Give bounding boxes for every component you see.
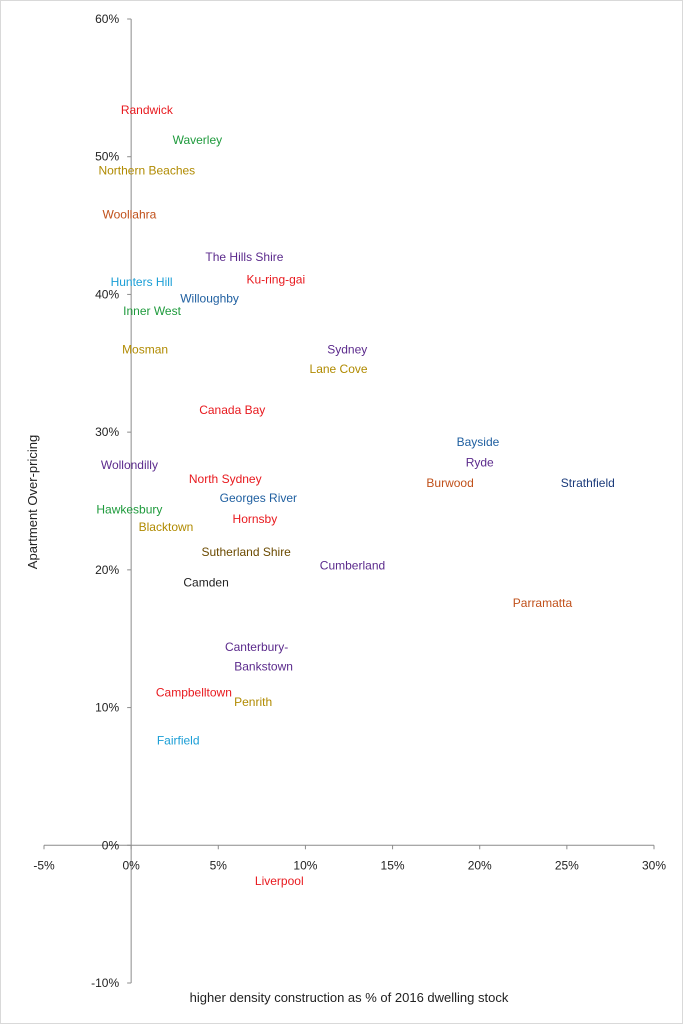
data-point-label: Randwick	[121, 103, 174, 117]
data-point-label: Sydney	[327, 343, 367, 357]
data-point-label: Hunters Hill	[111, 275, 173, 289]
data-point-label: Canada Bay	[199, 403, 265, 417]
data-point-label: Camden	[183, 575, 228, 589]
data-point-label: The Hills Shire	[205, 250, 283, 264]
data-point-label: Bankstown	[234, 659, 293, 673]
y-tick-label: 40%	[95, 287, 119, 301]
data-point-label: Bayside	[457, 435, 500, 449]
x-tick-label: 10%	[293, 858, 317, 872]
y-axis-title: Apartment Over-pricing	[25, 435, 40, 569]
data-point-label: Strathfield	[561, 476, 615, 490]
y-tick-label: 60%	[95, 12, 119, 26]
data-point-label: Waverley	[173, 133, 223, 147]
data-point-label: Inner West	[123, 304, 181, 318]
data-point-label: Wollondilly	[101, 458, 158, 472]
data-point-label: Hawkesbury	[96, 502, 162, 516]
x-tick-label: 0%	[122, 858, 140, 872]
y-tick-label: 20%	[95, 563, 119, 577]
data-point-label: Cumberland	[320, 559, 385, 573]
data-point-label: Blacktown	[139, 520, 194, 534]
data-point-label: Georges River	[220, 491, 297, 505]
y-tick-label: 10%	[95, 701, 119, 715]
data-point-label: Burwood	[426, 476, 473, 490]
data-point-label: Willoughby	[180, 292, 239, 306]
data-point-label: Campbelltown	[156, 685, 232, 699]
data-point-label: Fairfield	[157, 734, 200, 748]
data-point-label: Ku-ring-gai	[246, 272, 305, 286]
y-tick-label: 50%	[95, 150, 119, 164]
data-point-label: Northern Beaches	[98, 163, 195, 177]
data-point-label: Sutherland Shire	[201, 545, 291, 559]
x-tick-label: 30%	[642, 858, 666, 872]
tick-labels: -10% 0% 10% 20% 30% 40% 50% 60% -5% 0% 5% 10% 15% 20%…	[33, 12, 666, 990]
data-point-label: Hornsby	[233, 512, 278, 526]
x-tick-label: 15%	[381, 858, 405, 872]
axes	[43, 18, 655, 984]
y-tick-label: 30%	[95, 425, 119, 439]
data-point-label: Canterbury-	[225, 640, 288, 654]
x-tick-label: 5%	[210, 858, 228, 872]
x-axis-title: higher density construction as % of 2016…	[190, 990, 509, 1005]
y-tick-label: -10%	[91, 976, 119, 990]
data-point-label: Lane Cove	[310, 362, 368, 376]
data-point-label: Liverpool	[255, 874, 304, 888]
data-point-label: North Sydney	[189, 472, 262, 486]
x-tick-label: -5%	[33, 858, 55, 872]
data-point-label: Ryde	[466, 455, 494, 469]
x-tick-label: 25%	[555, 858, 579, 872]
data-point-label: Woollahra	[102, 208, 156, 222]
y-tick-label: 0%	[102, 838, 120, 852]
data-point-label: Mosman	[122, 343, 168, 357]
data-point-label: Parramatta	[513, 596, 573, 610]
data-points: Randwick Waverley Northern Beaches Woollahr…	[96, 103, 614, 888]
x-tick-label: 20%	[468, 858, 492, 872]
data-point-label: Penrith	[234, 695, 272, 709]
